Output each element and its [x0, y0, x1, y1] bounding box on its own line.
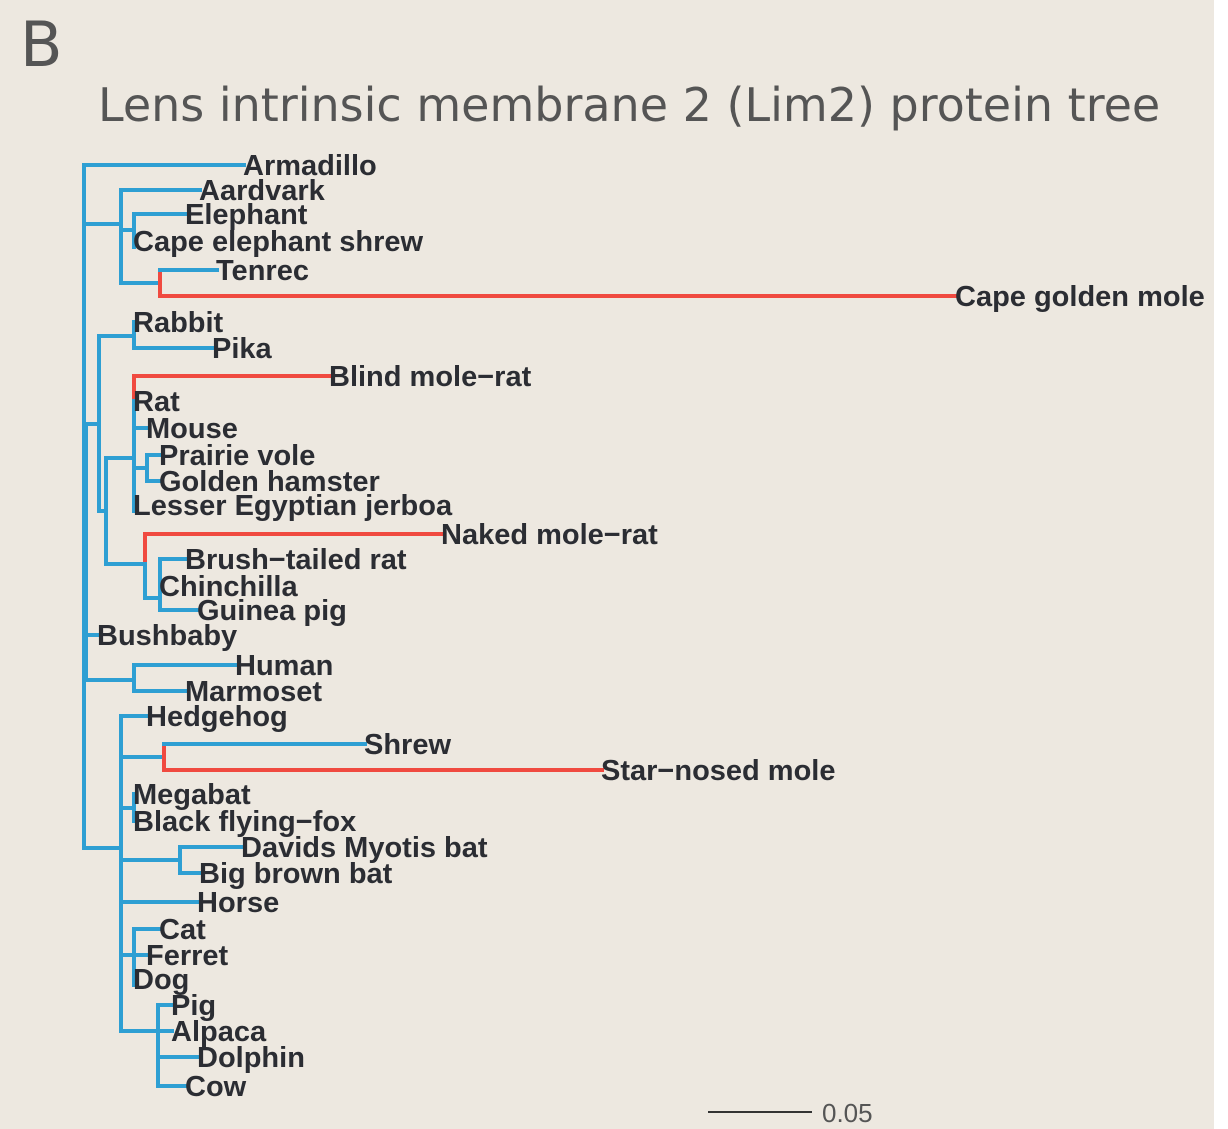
taxon-label: Rabbit — [133, 307, 224, 339]
taxon-label: Shrew — [364, 729, 451, 761]
right-margin-strip — [1214, 0, 1228, 1129]
taxon-label: Elephant — [185, 199, 308, 231]
tree-branches — [82, 163, 958, 1088]
taxon-label: Bushbaby — [97, 620, 237, 652]
taxon-label: Cape elephant shrew — [133, 226, 424, 258]
taxon-label: Cow — [185, 1071, 247, 1103]
taxon-label: Chinchilla — [159, 571, 298, 603]
taxon-label: Black flying−fox — [133, 806, 356, 838]
taxon-label: Armadillo — [243, 150, 377, 182]
taxon-label: Dog — [133, 964, 189, 996]
scale-bar-label: 0.05 — [822, 1098, 873, 1128]
taxon-label: Human — [235, 650, 333, 682]
taxon-label: Ferret — [146, 940, 229, 972]
taxon-label: Megabat — [133, 779, 251, 811]
taxon-label: Star−nosed mole — [601, 755, 836, 787]
taxon-label: Brush−tailed rat — [185, 544, 407, 576]
taxon-label: Tenrec — [216, 255, 309, 287]
taxon-label: Rat — [133, 386, 180, 418]
scale-bar: 0.05 — [708, 1098, 873, 1128]
taxon-label: Prairie vole — [159, 440, 315, 472]
taxon-label: Aardvark — [199, 175, 326, 207]
taxon-label: Dolphin — [197, 1042, 305, 1074]
panel-letter: B — [20, 8, 63, 81]
taxon-label: Marmoset — [185, 676, 322, 708]
taxon-label: Naked mole−rat — [441, 519, 658, 551]
taxon-label: Hedgehog — [146, 701, 288, 733]
tree-title: Lens intrinsic membrane 2 (Lim2) protein… — [98, 78, 1161, 132]
taxon-label: Alpaca — [171, 1016, 267, 1048]
taxon-label: Blind mole−rat — [329, 361, 532, 393]
taxon-label: Davids Myotis bat — [241, 832, 488, 864]
taxon-label: Big brown bat — [199, 858, 393, 890]
taxon-label: Pika — [212, 333, 273, 365]
taxon-label: Pig — [171, 990, 216, 1022]
taxon-label: Guinea pig — [197, 595, 347, 627]
taxon-label: Cape golden mole — [955, 281, 1205, 313]
taxon-label: Mouse — [146, 413, 238, 445]
taxon-label: Golden hamster — [159, 466, 380, 498]
taxon-label: Horse — [197, 887, 279, 919]
taxon-label: Cat — [159, 914, 206, 946]
taxon-label: Lesser Egyptian jerboa — [133, 490, 453, 522]
